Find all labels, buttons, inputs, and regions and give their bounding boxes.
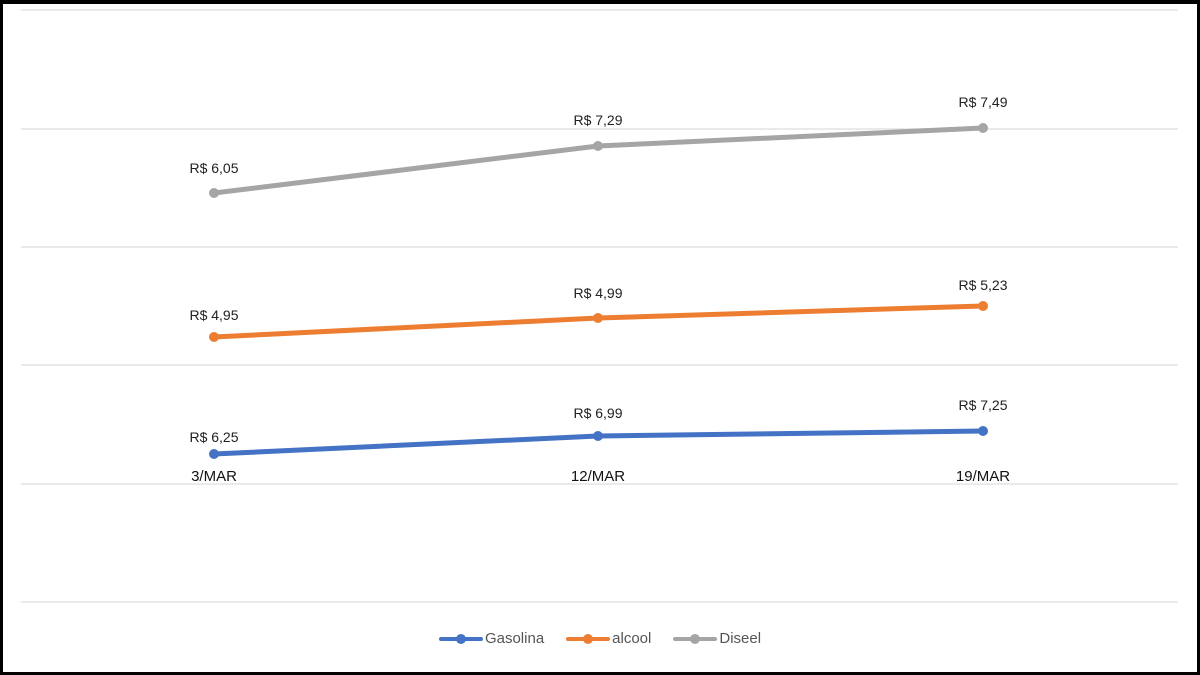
legend: Gasolina alcool Diseel [0, 630, 1200, 647]
legend-item-alcool[interactable]: alcool [566, 630, 651, 647]
data-label: R$ 7,25 [958, 397, 1007, 413]
data-label: R$ 6,05 [189, 160, 238, 176]
series-diseel: R$ 6,05 R$ 7,29 R$ 7,49 [189, 94, 1008, 198]
legend-item-gasolina[interactable]: Gasolina [438, 630, 545, 647]
data-point[interactable] [978, 301, 988, 311]
data-label: R$ 6,99 [573, 405, 622, 421]
data-point[interactable] [209, 332, 219, 342]
x-tick-label: 19/MAR [956, 468, 1010, 485]
data-label: R$ 5,23 [958, 277, 1007, 293]
data-label: R$ 4,99 [573, 285, 622, 301]
data-label: R$ 6,25 [189, 429, 238, 445]
legend-label: Diseel [719, 630, 762, 647]
line-marker-icon [566, 633, 611, 644]
data-point[interactable] [593, 313, 603, 323]
data-point[interactable] [209, 449, 219, 459]
data-label: R$ 7,49 [958, 94, 1007, 110]
data-point[interactable] [209, 188, 219, 198]
data-point[interactable] [978, 123, 988, 133]
data-point[interactable] [978, 426, 988, 436]
data-point[interactable] [593, 141, 603, 151]
x-axis: 3/MAR 12/MAR 19/MAR [191, 468, 1010, 485]
series-alcool: R$ 4,95 R$ 4,99 R$ 5,23 [189, 277, 1008, 342]
line-marker-icon [673, 633, 718, 644]
data-point[interactable] [593, 431, 603, 441]
x-tick-label: 12/MAR [571, 468, 625, 485]
legend-label: Gasolina [484, 630, 545, 647]
legend-label: alcool [612, 630, 652, 647]
x-tick-label: 3/MAR [191, 468, 237, 485]
line-marker-icon [438, 633, 483, 644]
legend-item-diseel[interactable]: Diseel [673, 630, 761, 647]
data-label: R$ 4,95 [189, 307, 238, 323]
data-label: R$ 7,29 [573, 112, 622, 128]
series-gasolina: R$ 6,25 R$ 6,99 R$ 7,25 [189, 397, 1008, 459]
